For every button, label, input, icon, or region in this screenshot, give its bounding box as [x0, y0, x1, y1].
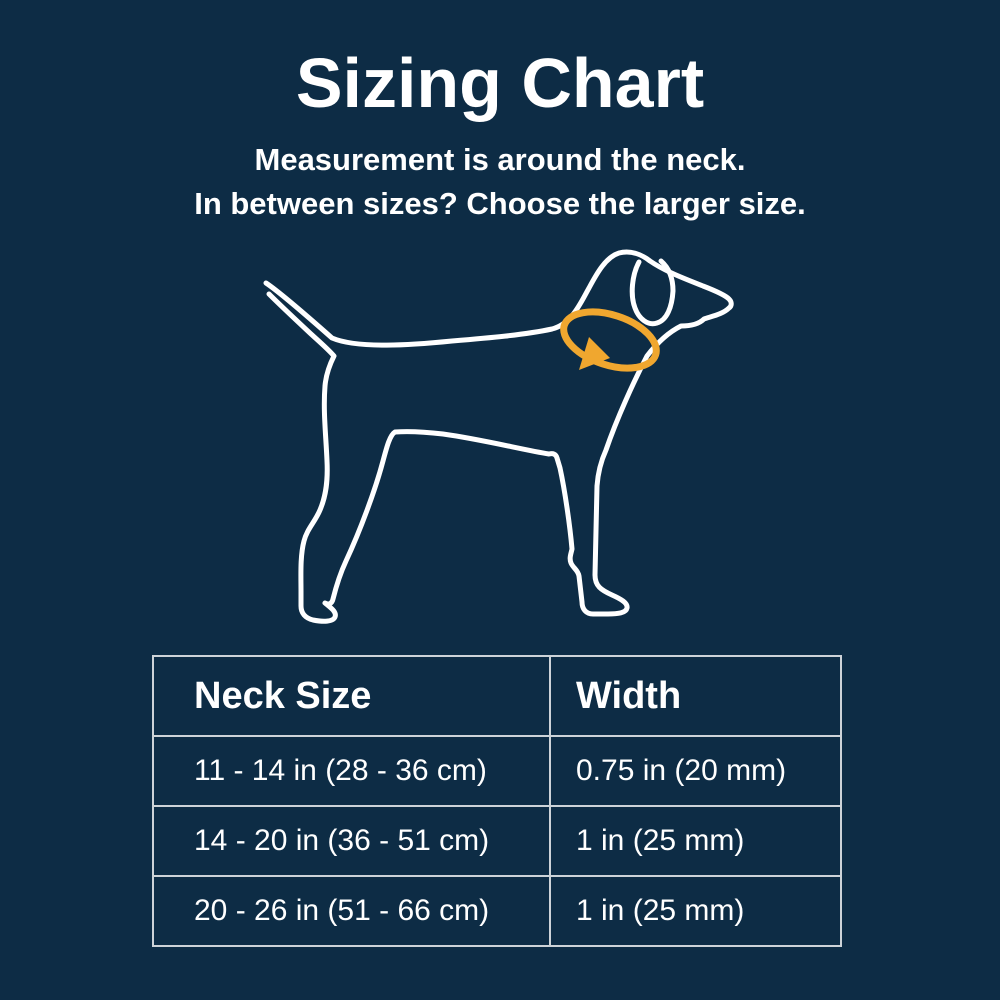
table-header-row: Neck Size Width — [152, 655, 842, 737]
dog-ear-icon — [629, 258, 676, 327]
subtitle: Measurement is around the neck. In betwe… — [0, 138, 1000, 226]
neck-size-value: 14 - 20 in (36 - 51 cm) — [152, 805, 551, 877]
width-value: 1 in (25 mm) — [549, 875, 842, 947]
subtitle-line-1: Measurement is around the neck. — [254, 142, 746, 177]
column-header-neck-size: Neck Size — [152, 655, 551, 737]
width-value: 1 in (25 mm) — [549, 805, 842, 877]
table-row: 11 - 14 in (28 - 36 cm) 0.75 in (20 mm) — [152, 735, 842, 807]
dog-illustration — [263, 249, 734, 624]
collar-measure-arrow-icon — [579, 337, 610, 370]
width-value: 0.75 in (20 mm) — [549, 735, 842, 807]
neck-size-value: 11 - 14 in (28 - 36 cm) — [152, 735, 551, 807]
table-row: 20 - 26 in (51 - 66 cm) 1 in (25 mm) — [152, 875, 842, 947]
column-header-width: Width — [549, 655, 842, 737]
neck-size-value: 20 - 26 in (51 - 66 cm) — [152, 875, 551, 947]
sizing-table: Neck Size Width 11 - 14 in (28 - 36 cm) … — [152, 655, 842, 947]
table-row: 14 - 20 in (36 - 51 cm) 1 in (25 mm) — [152, 805, 842, 877]
subtitle-line-2: In between sizes? Choose the larger size… — [194, 186, 806, 221]
dog-outline-icon — [263, 249, 734, 624]
page-title: Sizing Chart — [295, 44, 705, 122]
collar-measure-loop-icon — [560, 308, 660, 372]
